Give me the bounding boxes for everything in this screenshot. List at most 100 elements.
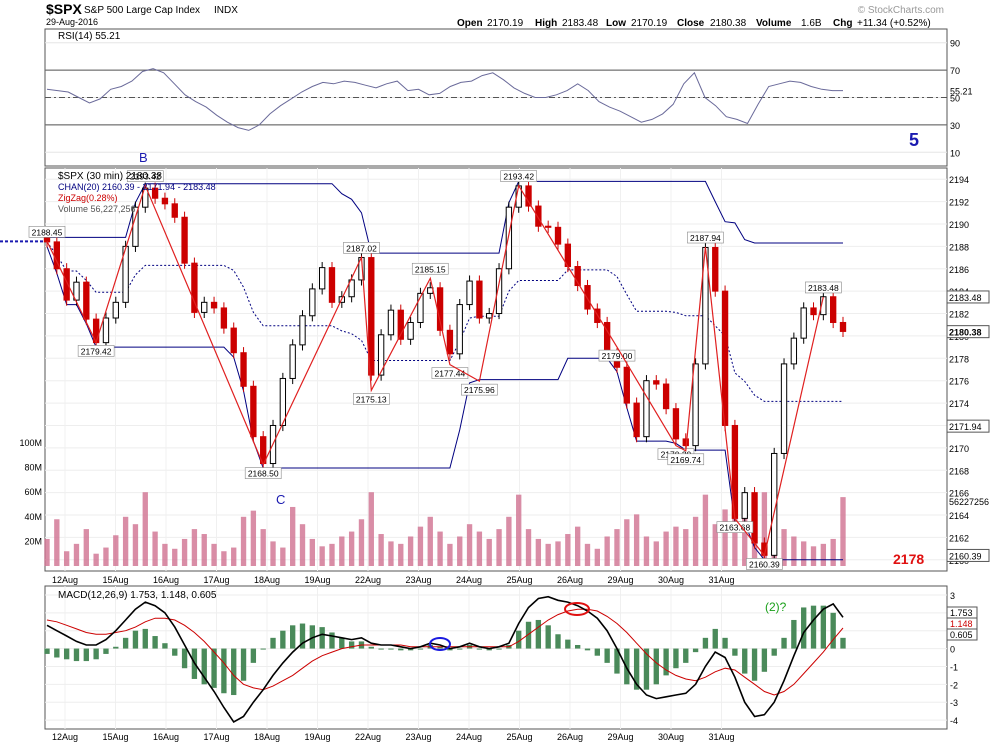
- candle-body: [348, 279, 355, 298]
- candle-body: [535, 205, 542, 227]
- target-label: 2178: [893, 551, 924, 567]
- candle-body: [240, 352, 247, 387]
- chg-value: +11.34 (+0.52%): [857, 18, 931, 29]
- candle-body: [142, 187, 149, 208]
- zigzag-label-box: [431, 367, 469, 379]
- volume-bar: [702, 494, 709, 566]
- high-label: High: [535, 18, 557, 29]
- volume-bar: [683, 529, 689, 566]
- candle-body: [112, 301, 119, 319]
- date-label: 17Aug: [203, 732, 229, 742]
- candle-body: [830, 296, 837, 323]
- candle-body: [554, 226, 562, 245]
- date-label: 30Aug: [658, 732, 684, 742]
- low-label: Low: [606, 18, 626, 29]
- wave-c-label: C: [276, 492, 285, 507]
- date-label: 19Aug: [304, 575, 330, 585]
- macd-histogram-bar: [348, 641, 355, 649]
- macd-histogram-bar: [221, 648, 227, 694]
- macd-tick-label: 3: [950, 591, 955, 601]
- macd-histogram-bar: [103, 648, 109, 654]
- volume-bar: [525, 529, 532, 566]
- volume-bar: [211, 543, 217, 566]
- candle-body: [790, 337, 798, 365]
- volume-bar: [565, 534, 571, 566]
- volume-bar: [476, 531, 483, 566]
- volume-bar: [290, 506, 296, 566]
- volume-bar: [122, 516, 129, 566]
- macd-histogram-bar: [555, 634, 561, 649]
- legend-volume: Volume 56,227,256: [58, 204, 136, 214]
- macd-histogram-bar: [260, 648, 266, 650]
- macd-last-tag: 1.753: [950, 608, 973, 618]
- macd-histogram-bar: [280, 630, 286, 649]
- macd-histogram-bar: [702, 637, 709, 649]
- candle-body: [712, 246, 719, 292]
- macd-histogram-bar: [810, 605, 817, 649]
- volume-bar: [201, 534, 207, 566]
- volume-value: 1.6B: [801, 18, 822, 29]
- candle-body: [151, 187, 159, 199]
- macd-histogram-bar: [201, 648, 207, 685]
- macd-histogram-bar: [496, 648, 502, 650]
- date-label: 23Aug: [405, 732, 431, 742]
- candle-body: [102, 317, 110, 344]
- macd-histogram-bar: [142, 628, 148, 649]
- rsi-tick-label: 10: [950, 148, 960, 158]
- date-label: 18Aug: [254, 575, 280, 585]
- volume-bar: [93, 553, 99, 566]
- macd-histogram-bar: [761, 648, 768, 672]
- macd-histogram-bar: [211, 648, 217, 688]
- volume-bar: [270, 541, 276, 566]
- zigzag-label-box: [500, 170, 538, 182]
- candle-body: [810, 307, 817, 316]
- macd-tick-label: -3: [950, 698, 958, 708]
- candle-body: [495, 268, 503, 315]
- volume-bar: [260, 529, 266, 566]
- volume-bar: [368, 492, 374, 566]
- macd-histogram-bar: [437, 646, 443, 649]
- volume-tick-label: 60M: [24, 487, 42, 497]
- volume-bar: [466, 524, 473, 566]
- volume-bar: [142, 492, 148, 566]
- volume-bar: [83, 529, 89, 566]
- price-tick-label: 2168: [949, 466, 969, 476]
- candle-body: [741, 492, 748, 519]
- candle-body: [289, 344, 296, 379]
- date-label: 30Aug: [658, 575, 684, 585]
- macd-histogram-bar: [319, 627, 325, 649]
- zigzag-label: 2193.42: [130, 172, 161, 182]
- candle-body: [574, 266, 581, 287]
- volume-bar: [496, 529, 502, 566]
- macd-tick-label: -2: [950, 680, 958, 690]
- candle-body: [486, 313, 493, 319]
- date-label: 16Aug: [153, 575, 179, 585]
- volume-bar: [457, 536, 463, 566]
- date-label: 29Aug: [607, 575, 633, 585]
- candle-body: [250, 385, 257, 438]
- zigzag-label-box: [716, 521, 754, 533]
- macd-histogram-bar: [162, 643, 168, 649]
- candle-body: [780, 363, 788, 454]
- macd-histogram-bar: [398, 648, 404, 651]
- volume-bar: [63, 551, 70, 566]
- wave-2-label: (2)?: [765, 600, 787, 614]
- candle-body: [279, 377, 287, 426]
- volume-bar: [152, 531, 158, 566]
- macd-histogram-bar: [584, 648, 591, 651]
- volume-bar: [407, 536, 414, 566]
- macd-histogram-bar: [407, 648, 414, 651]
- zigzag-label-box: [461, 383, 498, 396]
- macd-histogram-bar: [172, 648, 178, 656]
- zigzag-label: 2179.00: [602, 351, 633, 361]
- macd-histogram-bar: [368, 646, 374, 649]
- macd-histogram-bar: [44, 648, 50, 654]
- volume-bar: [417, 526, 424, 566]
- volume-bar: [535, 538, 542, 566]
- volume-bar: [722, 509, 728, 566]
- price-tag-box: [946, 290, 990, 304]
- volume-bar: [280, 547, 286, 566]
- macd-cross-circle-blue: [429, 637, 451, 651]
- volume-bar: [172, 548, 178, 566]
- price-tick-label: 2192: [949, 198, 969, 208]
